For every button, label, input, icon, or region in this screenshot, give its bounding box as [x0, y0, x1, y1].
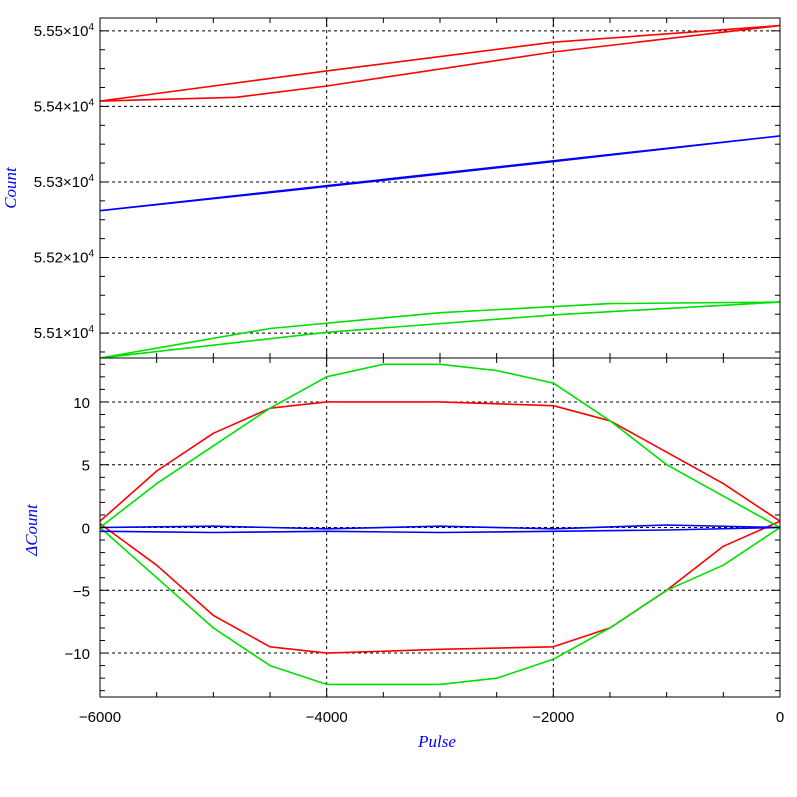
bottom-ylabel: ΔCount: [22, 503, 41, 557]
series-line: [100, 401, 780, 654]
y-tick-label: 5.52×104: [34, 249, 95, 267]
bottom-panel: −10 −5 0 5 10 −6000 −4000 −2000 0 ΔCount Pulse: [22, 358, 784, 751]
top-ylabel: Count: [1, 166, 20, 209]
top-ytick-labels: 5.51×104 5.52×104 5.53×104 5.54×104 5.55×104: [34, 22, 95, 342]
bottom-xtick-labels: −6000 −4000 −2000 0: [79, 709, 784, 726]
y-tick-label: 10: [73, 395, 90, 412]
bottom-ticks: [99, 358, 781, 697]
bottom-grid: [100, 358, 780, 697]
x-tick-label: −4000: [306, 709, 348, 726]
series-line: [100, 135, 780, 212]
y-tick-label: 0: [82, 521, 90, 538]
top-series: [100, 24, 780, 358]
series-line: [100, 24, 780, 102]
y-tick-label: 5.51×104: [34, 324, 95, 342]
series-line: [100, 363, 780, 686]
series-line: [100, 524, 780, 534]
bottom-frame: [99, 357, 781, 698]
top-panel: 5.51×104 5.52×104 5.53×104 5.54×104 5.55×104…: [1, 18, 781, 358]
top-grid: [100, 18, 780, 358]
y-tick-label: −5: [73, 583, 90, 600]
y-tick-label: 5.55×104: [34, 22, 95, 40]
bottom-xlabel: Pulse: [417, 732, 456, 751]
y-tick-label: 5: [82, 458, 90, 475]
x-tick-label: −6000: [79, 709, 121, 726]
y-tick-label: −10: [65, 646, 90, 663]
bottom-ytick-labels: −10 −5 0 5 10: [65, 395, 90, 663]
y-tick-label: 5.54×104: [34, 97, 95, 115]
series-line: [100, 301, 780, 358]
x-tick-label: −2000: [532, 709, 574, 726]
bottom-series: [100, 363, 780, 686]
y-tick-label: 5.53×104: [34, 173, 95, 191]
x-tick-label: 0: [776, 709, 784, 726]
